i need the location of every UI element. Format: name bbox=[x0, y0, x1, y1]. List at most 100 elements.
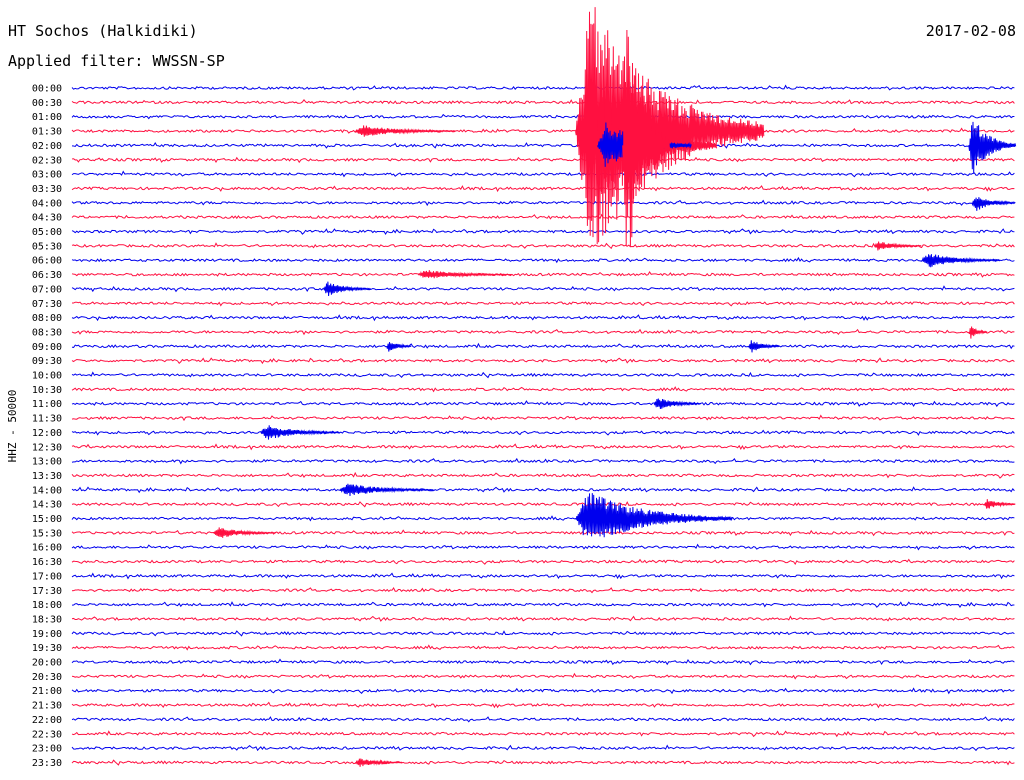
chart-title: HT Sochos (Halkidiki) bbox=[8, 22, 198, 40]
event-14:00-20 bbox=[339, 483, 434, 497]
trace-10:00 bbox=[71, 371, 1015, 379]
trace-06:00 bbox=[71, 256, 1015, 264]
row-label: 06:00 bbox=[32, 256, 62, 267]
row-label: 18:30 bbox=[32, 614, 62, 625]
row-label: 09:00 bbox=[32, 342, 62, 353]
row-label: 02:30 bbox=[32, 155, 62, 166]
trace-09:30 bbox=[71, 357, 1015, 365]
trace-10:30 bbox=[71, 386, 1015, 393]
trace-01:00 bbox=[71, 113, 1015, 120]
row-label: 00:00 bbox=[32, 84, 62, 95]
row-label: 01:30 bbox=[32, 127, 62, 138]
y-axis-label: HHZ - 50000 bbox=[6, 390, 19, 463]
event-15:30-23 bbox=[213, 527, 277, 538]
trace-13:00 bbox=[71, 457, 1015, 465]
trace-23:30 bbox=[71, 759, 1015, 766]
trace-07:30 bbox=[71, 300, 1015, 307]
row-label: 19:30 bbox=[32, 643, 62, 654]
trace-18:00 bbox=[71, 601, 1015, 609]
trace-23:00 bbox=[71, 744, 1015, 752]
trace-03:30 bbox=[71, 185, 1015, 193]
row-label: 01:00 bbox=[32, 112, 62, 123]
trace-12:30 bbox=[71, 443, 1015, 451]
trace-09:00 bbox=[71, 342, 1015, 350]
trace-02:30 bbox=[71, 156, 1015, 164]
row-label: 23:30 bbox=[32, 758, 62, 769]
row-label: 12:30 bbox=[32, 442, 62, 453]
trace-02:00 bbox=[71, 142, 1015, 149]
row-label: 04:00 bbox=[32, 198, 62, 209]
row-label: 21:00 bbox=[32, 686, 62, 697]
row-label: 05:30 bbox=[32, 241, 62, 252]
trace-00:30 bbox=[71, 98, 1015, 106]
seismic-events bbox=[213, 7, 1017, 767]
trace-15:00 bbox=[71, 515, 1015, 522]
event-15:00-22 bbox=[575, 493, 733, 538]
trace-05:00 bbox=[71, 228, 1015, 235]
row-label: 14:30 bbox=[32, 500, 62, 511]
row-label: 07:30 bbox=[32, 299, 62, 310]
trace-04:00 bbox=[71, 199, 1015, 207]
row-label: 04:30 bbox=[32, 213, 62, 224]
row-label: 17:30 bbox=[32, 586, 62, 597]
row-label: 02:00 bbox=[32, 141, 62, 152]
row-label: 15:30 bbox=[32, 528, 62, 539]
trace-21:00 bbox=[71, 687, 1015, 695]
trace-08:30 bbox=[71, 328, 1015, 336]
row-label: 17:00 bbox=[32, 571, 62, 582]
trace-14:00 bbox=[71, 486, 1015, 494]
event-12:00-19 bbox=[260, 425, 340, 440]
row-label: 20:30 bbox=[32, 672, 62, 683]
row-label: 09:30 bbox=[32, 356, 62, 367]
trace-11:00 bbox=[71, 400, 1015, 408]
row-label: 21:30 bbox=[32, 701, 62, 712]
row-label: 05:00 bbox=[32, 227, 62, 238]
row-labels: 00:00 00:30 01:00 01:30 02:00 02:30 03:00 03:30… bbox=[32, 84, 62, 769]
event-23:30-27 bbox=[354, 758, 403, 767]
event-02:00-5 bbox=[968, 121, 1017, 174]
chart-subtitle: Applied filter: WWSSN-SP bbox=[8, 52, 225, 70]
row-label: 08:30 bbox=[32, 327, 62, 338]
row-label: 06:30 bbox=[32, 270, 62, 281]
trace-22:00 bbox=[71, 716, 1015, 723]
row-label: 13:00 bbox=[32, 457, 62, 468]
trace-13:30 bbox=[71, 471, 1015, 479]
event-08:30-12 bbox=[968, 326, 988, 339]
event-09:00-14 bbox=[748, 340, 780, 353]
trace-20:30 bbox=[71, 672, 1015, 680]
row-label: 15:00 bbox=[32, 514, 62, 525]
event-11:00-17 bbox=[653, 398, 702, 410]
trace-08:00 bbox=[71, 314, 1015, 322]
event-04:00-6 bbox=[971, 197, 1016, 211]
trace-04:30 bbox=[71, 213, 1015, 220]
event-06:00-8 bbox=[921, 254, 1001, 268]
trace-17:30 bbox=[71, 587, 1015, 594]
trace-17:00 bbox=[71, 572, 1015, 580]
trace-01:30 bbox=[71, 127, 1015, 134]
trace-20:00 bbox=[71, 658, 1015, 666]
trace-16:00 bbox=[71, 543, 1015, 551]
trace-18:30 bbox=[71, 615, 1015, 622]
event-01:30-0 bbox=[354, 125, 456, 137]
trace-14:30 bbox=[71, 501, 1015, 508]
trace-00:00 bbox=[71, 84, 1015, 91]
event-07:00-11 bbox=[323, 281, 371, 297]
row-label: 10:00 bbox=[32, 371, 62, 382]
event-06:30-9 bbox=[417, 270, 513, 279]
row-label: 10:30 bbox=[32, 385, 62, 396]
trace-06:30 bbox=[71, 271, 1015, 278]
trace-22:30 bbox=[71, 730, 1015, 738]
row-label: 23:00 bbox=[32, 744, 62, 755]
row-label: 12:00 bbox=[32, 428, 62, 439]
row-label: 03:00 bbox=[32, 170, 62, 181]
row-label: 11:00 bbox=[32, 399, 62, 410]
row-label: 11:30 bbox=[32, 414, 62, 425]
row-label: 22:30 bbox=[32, 729, 62, 740]
row-label: 19:00 bbox=[32, 629, 62, 640]
trace-07:00 bbox=[71, 285, 1015, 293]
trace-03:00 bbox=[71, 170, 1015, 178]
event-09:00-13 bbox=[386, 342, 412, 352]
row-label: 13:30 bbox=[32, 471, 62, 482]
trace-21:30 bbox=[71, 701, 1015, 709]
